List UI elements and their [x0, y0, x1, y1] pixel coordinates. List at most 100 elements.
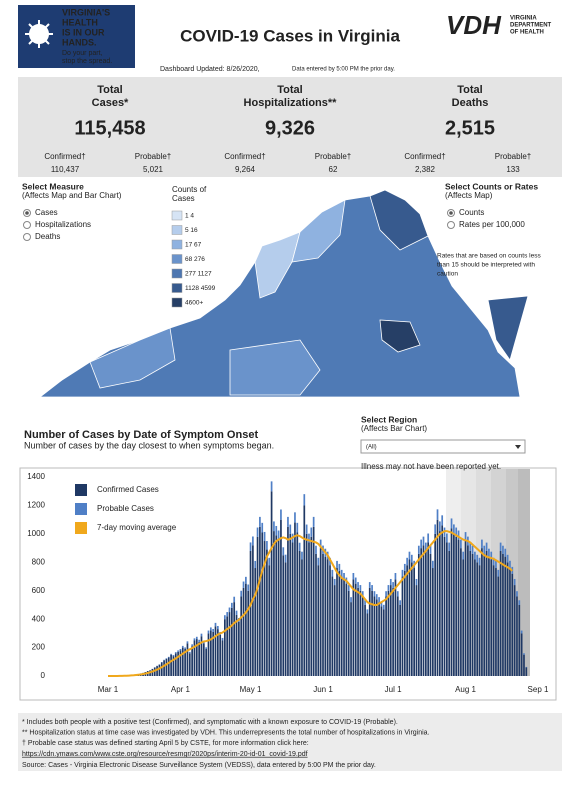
bar-segment — [235, 610, 238, 615]
bar-segment — [511, 573, 514, 676]
bar-segment — [345, 583, 348, 676]
x-tick-label: Jul 1 — [385, 685, 402, 694]
bar-segment — [382, 604, 385, 610]
legend-label: 7-day moving average — [97, 523, 177, 532]
bar-segment — [448, 550, 451, 676]
bar-segment — [385, 596, 387, 676]
bar-segment — [422, 536, 425, 546]
footnote-panel — [18, 713, 562, 771]
bar-segment — [333, 585, 336, 676]
footnote: ** Hospitalization status at time case w… — [22, 729, 430, 736]
agency-name: DEPARTMENT — [510, 23, 552, 29]
legend-bin: 4600+ — [185, 300, 203, 307]
bar-segment — [170, 654, 172, 676]
bar-segment — [499, 542, 502, 551]
bar-segment — [520, 630, 523, 634]
bar-segment — [408, 559, 411, 676]
legend-bin: 17 67 — [185, 242, 202, 249]
bar-segment — [312, 516, 315, 527]
bar-segment — [497, 569, 500, 577]
legend-swatch — [75, 503, 87, 515]
bar-segment — [502, 553, 504, 676]
bar-segment — [298, 542, 301, 551]
bar-segment — [464, 541, 467, 676]
bar-segment — [408, 551, 411, 560]
kpi-value: 2,515 — [445, 117, 495, 139]
bar-segment — [359, 590, 362, 676]
bar-segment — [198, 639, 200, 642]
radio-button[interactable] — [23, 233, 31, 241]
bar-segment — [249, 550, 252, 676]
bar-segment — [403, 563, 406, 571]
bar-segment — [441, 525, 444, 676]
bar-segment — [202, 643, 205, 676]
bar-segment — [387, 585, 390, 591]
legend-swatch — [171, 297, 183, 308]
bar-segment — [441, 515, 444, 526]
bar-segment — [354, 577, 357, 584]
bar-segment — [266, 549, 268, 676]
bar-segment — [516, 596, 518, 676]
bar-segment — [399, 604, 401, 676]
bar-segment — [273, 521, 275, 532]
page-title: COVID-19 Cases in Virginia — [180, 26, 400, 45]
bar-segment — [417, 553, 420, 676]
region-dropdown[interactable] — [360, 439, 526, 454]
y-tick-label: 1400 — [27, 472, 45, 481]
bar-segment — [214, 622, 217, 627]
bar-segment — [158, 664, 161, 676]
bar-segment — [520, 633, 523, 676]
bar-segment — [347, 585, 350, 591]
bar-segment — [303, 494, 306, 506]
logo-text: HANDS. — [62, 37, 97, 47]
bar-segment — [436, 519, 439, 676]
bar-segment — [223, 619, 226, 676]
unreported-note: Illness may not have been reported yet. — [361, 462, 501, 471]
bar-segment — [450, 528, 453, 676]
bar-segment — [174, 652, 177, 654]
bar-segment — [170, 653, 172, 655]
bar-segment — [354, 583, 357, 676]
bar-segment — [312, 526, 315, 676]
kpi-value: 9,326 — [265, 117, 315, 139]
bar-segment — [420, 539, 423, 549]
bar-segment — [483, 553, 486, 676]
footnote: * Includes both people with a positive t… — [22, 719, 398, 726]
bar-segment — [504, 556, 507, 676]
bar-segment — [310, 536, 313, 676]
bar-segment — [179, 650, 182, 676]
bar-segment — [382, 609, 385, 676]
bar-segment — [492, 557, 495, 566]
bar-segment — [455, 527, 458, 537]
bar-segment — [238, 622, 240, 676]
bar-segment — [350, 597, 352, 603]
bar-segment — [443, 536, 446, 676]
bar-segment — [284, 562, 287, 676]
bar-segment — [242, 581, 245, 588]
bar-segment — [476, 554, 479, 563]
x-tick-label: Aug 1 — [455, 685, 476, 694]
bar-segment — [296, 532, 299, 676]
logo-text: IS IN OUR — [62, 27, 105, 37]
bar-segment — [422, 545, 425, 676]
bar-segment — [389, 585, 392, 676]
legend-swatch — [171, 283, 183, 293]
radio-button[interactable] — [447, 221, 455, 229]
bar-segment — [413, 568, 415, 676]
bar-segment — [455, 536, 458, 676]
bar-segment — [446, 542, 448, 676]
bar-segment — [457, 539, 460, 676]
bar-segment — [431, 560, 434, 569]
footnote-link[interactable]: https://cdn.ymaws.com/www.cste.org/resou… — [22, 751, 308, 758]
bar-segment — [287, 516, 289, 527]
radio-button[interactable] — [23, 221, 31, 229]
bar-segment — [389, 578, 392, 586]
kpi-label: Hospitalizations** — [244, 97, 338, 109]
legend-swatch — [171, 254, 183, 264]
control-note: (Affects Map) — [445, 191, 493, 200]
bar-segment — [219, 634, 222, 676]
kpi-value: 115,458 — [74, 117, 145, 139]
bar-segment — [184, 647, 186, 650]
bar-segment — [160, 662, 163, 676]
